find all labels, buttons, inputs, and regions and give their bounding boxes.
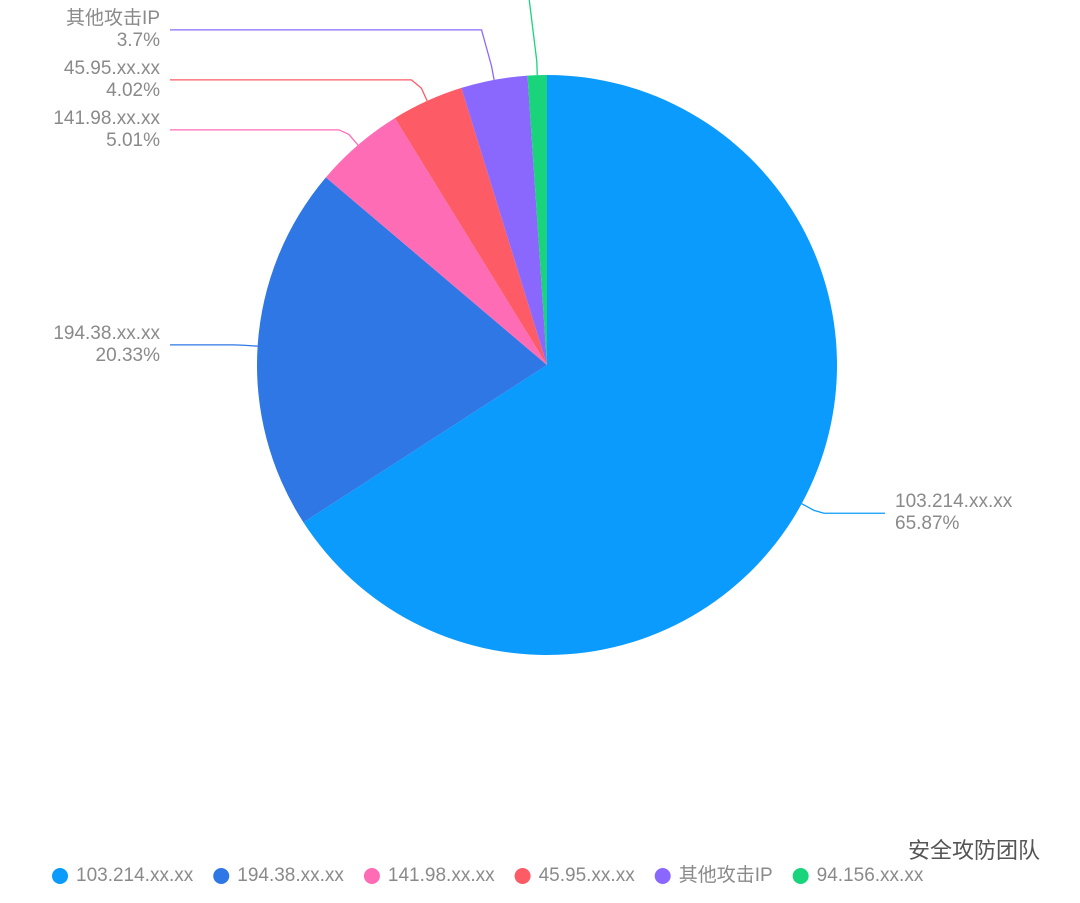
slice-label: 其他攻击IP bbox=[66, 7, 160, 29]
watermark: 安全攻防团队 bbox=[908, 838, 1040, 863]
legend-marker bbox=[213, 868, 230, 884]
slice-label: 103.214.xx.xx bbox=[895, 491, 1013, 512]
legend-marker bbox=[792, 868, 809, 884]
leader-line bbox=[170, 29, 495, 80]
leader-line bbox=[170, 129, 359, 146]
slice-value-label: 5.01% bbox=[106, 130, 160, 151]
legend-label: 141.98.xx.xx bbox=[388, 865, 495, 886]
legend-marker bbox=[52, 868, 68, 884]
slice-value-label: 65.87% bbox=[895, 513, 960, 534]
legend-marker bbox=[654, 868, 671, 884]
legend-label: 94.156.xx.xx bbox=[817, 865, 924, 886]
slice-label: 141.98.xx.xx bbox=[53, 108, 160, 129]
leader-line bbox=[801, 503, 885, 514]
legend-label: 其他攻击IP bbox=[679, 864, 773, 886]
leader-line bbox=[528, 0, 538, 76]
pie-slice bbox=[461, 75, 547, 365]
legend-marker bbox=[363, 868, 380, 884]
legend-marker bbox=[514, 868, 531, 884]
slice-value-label: 20.33% bbox=[96, 345, 161, 366]
slice-value-label: 3.7% bbox=[117, 30, 160, 51]
pie-slice bbox=[303, 75, 837, 656]
pie-slice bbox=[527, 75, 547, 365]
pie-slice bbox=[394, 87, 547, 365]
slice-value-label: 1.07% bbox=[106, 0, 160, 1]
slice-value-label: 4.02% bbox=[106, 80, 160, 101]
leader-line bbox=[170, 344, 258, 347]
leader-line bbox=[170, 79, 428, 102]
pie-slice bbox=[256, 177, 547, 523]
slice-label: 45.95.xx.xx bbox=[64, 58, 161, 79]
legend-label: 103.214.xx.xx bbox=[76, 865, 194, 886]
legend-label: 45.95.xx.xx bbox=[539, 865, 636, 886]
pie-slice bbox=[325, 118, 547, 365]
slice-label: 194.38.xx.xx bbox=[53, 323, 160, 344]
legend-label: 194.38.xx.xx bbox=[237, 865, 344, 886]
